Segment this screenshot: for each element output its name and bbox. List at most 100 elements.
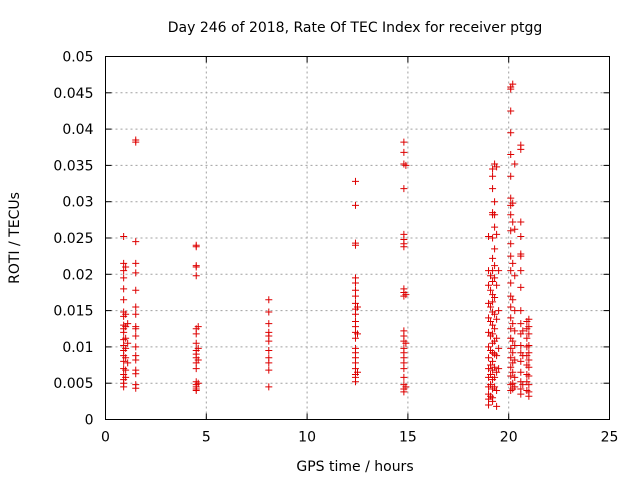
data-point: [192, 272, 200, 280]
data-point: [265, 383, 273, 391]
data-point: [507, 279, 515, 287]
data-point: [511, 272, 519, 280]
data-point: [120, 296, 128, 304]
data-point: [509, 80, 517, 88]
data-points: [120, 80, 533, 410]
data-point: [511, 160, 519, 168]
data-point: [507, 211, 515, 219]
data-point: [124, 320, 132, 328]
data-point: [507, 151, 515, 159]
data-point: [491, 211, 499, 219]
y-tick-label: 0: [85, 413, 94, 429]
data-point: [400, 373, 408, 381]
data-point: [493, 281, 501, 289]
data-point: [132, 332, 140, 340]
data-point: [487, 303, 495, 311]
data-point: [519, 327, 527, 335]
y-tick-label: 0.01: [62, 340, 93, 356]
data-point: [491, 310, 499, 318]
data-point: [507, 325, 515, 333]
data-point: [525, 349, 533, 357]
data-point: [491, 262, 499, 270]
data-point: [519, 381, 527, 389]
data-point: [525, 372, 533, 380]
data-point: [485, 343, 493, 351]
data-point: [525, 330, 533, 338]
data-point: [489, 172, 497, 180]
data-point: [511, 373, 519, 381]
data-point: [517, 218, 525, 226]
data-point: [525, 356, 533, 364]
data-point: [400, 243, 408, 251]
data-point: [132, 343, 140, 351]
data-point: [491, 198, 499, 206]
data-point: [351, 378, 359, 386]
data-point: [489, 298, 497, 306]
data-point: [509, 259, 517, 267]
data-point: [511, 327, 519, 335]
data-point: [493, 352, 501, 360]
data-point: [124, 359, 132, 367]
x-tick-labels: 0 5 10 15 20 25: [101, 430, 618, 446]
data-point: [351, 201, 359, 209]
data-point: [351, 292, 359, 300]
data-point: [132, 138, 140, 146]
data-point: [507, 267, 515, 275]
x-tick-label: 0: [101, 430, 110, 446]
data-point: [517, 341, 525, 349]
chart-title: Day 246 of 2018, Rate Of TEC Index for r…: [168, 20, 543, 36]
data-point: [509, 218, 517, 226]
data-point: [517, 390, 525, 398]
data-point: [489, 397, 497, 405]
data-point: [489, 254, 497, 262]
data-point: [511, 307, 519, 315]
data-point: [517, 252, 525, 260]
data-point: [194, 323, 202, 331]
data-point: [523, 334, 531, 342]
data-point: [354, 303, 361, 311]
data-point: [509, 368, 517, 376]
data-point: [493, 334, 501, 342]
data-point: [507, 292, 515, 300]
data-point: [122, 310, 130, 318]
x-tick-label: 25: [601, 430, 619, 446]
data-point: [120, 233, 128, 241]
data-point: [489, 330, 497, 338]
data-point: [487, 370, 495, 378]
data-point: [517, 307, 525, 315]
x-tick-label: 5: [202, 430, 211, 446]
data-point: [402, 383, 410, 391]
data-point: [132, 325, 140, 333]
data-point: [402, 339, 410, 347]
data-point: [265, 296, 273, 304]
data-point: [400, 138, 408, 146]
data-point: [351, 334, 359, 342]
data-point: [493, 386, 501, 394]
data-point: [487, 361, 495, 369]
data-point: [491, 373, 499, 381]
data-point: [509, 199, 517, 207]
y-tick-label: 0.025: [53, 231, 93, 247]
data-point: [354, 368, 361, 376]
data-point: [509, 320, 517, 328]
data-point: [351, 279, 359, 287]
data-point: [491, 294, 499, 302]
data-point: [400, 388, 408, 396]
data-point: [507, 107, 515, 115]
y-tick-label: 0.03: [62, 195, 93, 211]
data-point: [400, 185, 408, 193]
data-point: [485, 281, 493, 289]
data-point: [192, 243, 200, 251]
data-point: [120, 267, 128, 275]
data-point: [351, 310, 359, 318]
data-point: [491, 363, 499, 371]
data-point: [491, 245, 499, 253]
data-point: [517, 283, 525, 291]
data-point: [120, 357, 128, 365]
data-point: [507, 363, 515, 371]
data-point: [132, 384, 140, 392]
data-point: [132, 370, 140, 378]
data-point: [507, 227, 515, 235]
data-point: [122, 354, 130, 362]
data-point: [265, 347, 273, 355]
